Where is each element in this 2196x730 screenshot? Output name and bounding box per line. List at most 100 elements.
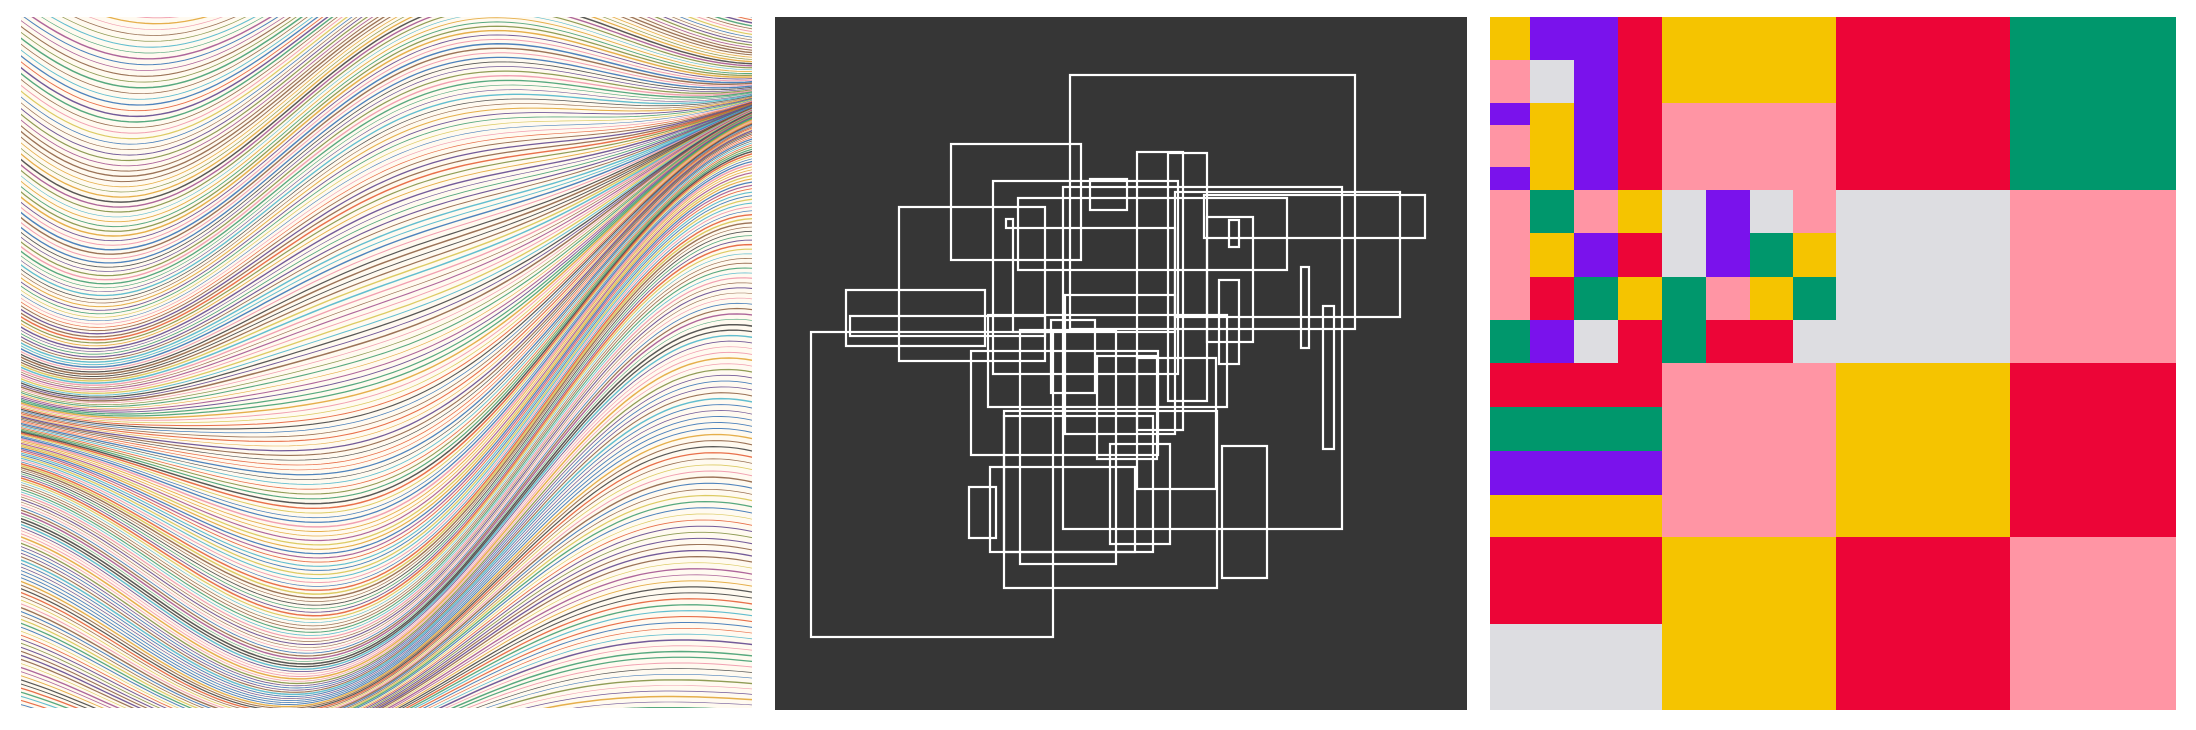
flow-stripe [21, 202, 752, 580]
flow-stripe [21, 47, 752, 255]
outlined-rectangle [1018, 328, 1118, 566]
flow-stripe [21, 106, 752, 366]
flow-stripe [21, 357, 752, 680]
flowing-stripes-artwork [21, 17, 752, 708]
flow-stripe [21, 108, 752, 382]
flow-stripe [495, 679, 752, 708]
flow-stripe [21, 122, 752, 427]
flow-stripe [21, 104, 752, 347]
outlined-rectangle [1049, 318, 1097, 395]
outlined-rectangle [1004, 217, 1015, 230]
flow-stripe [21, 323, 752, 665]
flow-stripe [21, 119, 752, 419]
mosaic-block-purple [1574, 233, 1618, 277]
flow-stripe [466, 662, 752, 708]
flow-stripe [21, 17, 752, 134]
mosaic-block-green [1662, 277, 1706, 320]
mosaic-block-yellow [1618, 277, 1662, 320]
mosaic-block-pink [1574, 190, 1618, 233]
flow-stripe [21, 56, 752, 264]
flow-stripe [21, 172, 752, 542]
flow-stripe [21, 175, 752, 546]
flow-stripe [21, 107, 752, 373]
flow-stripe [21, 130, 752, 452]
mosaic-block-gray [1574, 320, 1618, 363]
flow-stripe [21, 52, 752, 260]
flow-stripe [21, 592, 752, 708]
mosaic-block-yellow [1793, 233, 1836, 277]
mosaic-block-gray [1662, 190, 1706, 277]
flow-stripe [21, 84, 752, 289]
mosaic-block-yellow [1530, 233, 1574, 277]
flow-stripe [21, 568, 752, 708]
flow-stripe [21, 107, 752, 375]
flow-stripe [21, 110, 752, 390]
flow-stripe [31, 17, 273, 60]
flow-stripe [21, 108, 752, 380]
flow-stripe [21, 374, 752, 687]
mosaic-block-green [2010, 17, 2176, 190]
outlined-rectangle [1217, 278, 1241, 366]
outlined-rectangle [1068, 73, 1357, 331]
flow-stripe [21, 101, 752, 328]
mosaic-block-red [1530, 277, 1574, 320]
flow-stripe [21, 105, 752, 355]
flow-stripe [524, 690, 752, 708]
flow-stripe [21, 598, 752, 708]
outlined-rectangle [991, 179, 1180, 376]
mosaic-block-green [1490, 407, 1662, 451]
overlapping-rectangles-artwork [775, 17, 1467, 710]
flow-stripe [21, 188, 752, 563]
flow-stripe [21, 392, 752, 693]
flow-stripe [21, 148, 752, 500]
flow-stripe [21, 313, 752, 660]
mosaic-block-green [1793, 277, 1836, 320]
mosaic-block-purple [1706, 233, 1750, 277]
mosaic-block-purple [1490, 167, 1530, 190]
flow-stripe [21, 519, 752, 708]
flow-stripe [21, 89, 752, 293]
flow-stripe [21, 17, 304, 89]
flow-stripe [21, 43, 752, 251]
color-block-mosaic-artwork [1490, 17, 2176, 710]
outlined-rectangle [848, 314, 1047, 338]
flow-stripe [21, 555, 752, 708]
flow-stripe [21, 292, 752, 648]
flow-stripe [509, 685, 752, 708]
mosaic-block-purple [1530, 320, 1574, 363]
flow-stripe [21, 184, 752, 559]
mosaic-block-yellow [1490, 17, 1530, 60]
flow-stripe [21, 100, 752, 325]
flow-stripe [21, 230, 752, 606]
flow-stripe [21, 482, 752, 708]
flow-stripe [21, 226, 752, 602]
flow-stripe [21, 115, 752, 409]
flow-stripe [21, 75, 752, 281]
flow-stripe [61, 17, 247, 42]
flow-stripe [21, 79, 752, 285]
flow-stripe [21, 109, 752, 386]
outlined-rectangle [1227, 218, 1241, 249]
flow-stripe [21, 118, 752, 417]
flow-stripe [21, 17, 308, 95]
flow-stripe [88, 17, 223, 30]
flow-stripe [21, 500, 752, 708]
flow-stripe [21, 329, 752, 668]
flow-stripe [21, 334, 752, 670]
flow-stripe [21, 17, 752, 188]
flow-stripe [21, 105, 752, 352]
flow-stripe [485, 673, 752, 708]
flow-stripe [21, 416, 752, 702]
mosaic-block-yellow [1750, 277, 1793, 320]
flow-stripe [21, 17, 752, 183]
flow-stripe [21, 135, 752, 466]
flow-stripe [21, 136, 752, 471]
flow-stripe [21, 17, 752, 140]
flow-stripe [21, 537, 752, 708]
flow-stripe [21, 17, 752, 177]
flow-stripe [23, 17, 279, 66]
mosaic-block-green [1530, 190, 1574, 233]
flow-stripe [542, 695, 752, 708]
flow-stripe [21, 120, 752, 421]
flow-stripe [21, 340, 752, 673]
